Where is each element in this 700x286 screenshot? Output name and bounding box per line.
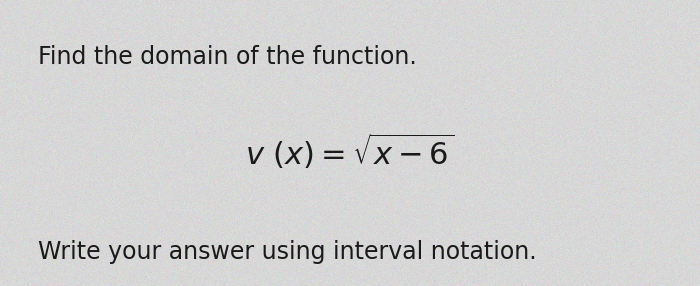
Text: Write your answer using interval notation.: Write your answer using interval notatio… [38,240,537,264]
Text: $v\ (x)=\sqrt{x-6}$: $v\ (x)=\sqrt{x-6}$ [245,132,454,172]
Text: Find the domain of the function.: Find the domain of the function. [38,45,417,69]
